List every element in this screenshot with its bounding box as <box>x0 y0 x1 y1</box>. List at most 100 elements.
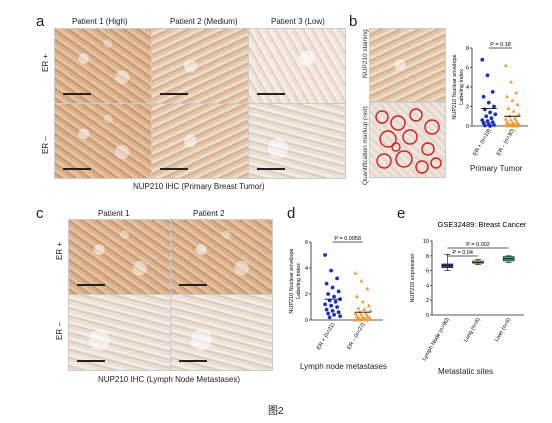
data-point <box>516 112 521 116</box>
y-axis-label: Labeling Index <box>296 263 302 299</box>
data-point <box>506 123 511 128</box>
data-point <box>515 102 520 106</box>
panel-a-row-label-er-pos: ER + <box>41 53 50 72</box>
panel-c-row-label-er-pos: ER + <box>55 241 64 260</box>
panel-letter-a: a <box>36 13 45 30</box>
x-tick-label: Lung (n=6) <box>463 317 482 343</box>
scale-bar <box>63 168 91 170</box>
panel-d-caption: Lymph node metastases <box>300 362 387 371</box>
panel-b-row-label-staining: NUP210 staining <box>362 29 369 78</box>
ihc-image-b-staining <box>369 28 446 102</box>
data-point <box>493 112 498 117</box>
panel-a-col-header-2: Patient 2 (Medium) <box>170 17 238 26</box>
panel-letter-b: b <box>349 13 358 30</box>
data-point <box>360 317 365 322</box>
panel-c-caption: NUP210 IHC (Lymph Node Metastases) <box>98 375 240 384</box>
data-point <box>489 116 494 121</box>
data-point <box>329 268 333 273</box>
data-point <box>488 124 492 128</box>
data-point <box>326 311 330 316</box>
x-tick-label: Lymph Node (n=90) <box>422 317 452 362</box>
y-tick-label: 8 <box>466 46 469 52</box>
chart-e-nup210-expression: GSE32489: Breast Cancer 0 2 4 6 8 10 NUP210 exp… <box>410 220 527 362</box>
figure-label: 图2 <box>268 406 284 417</box>
data-point <box>335 276 339 281</box>
data-point <box>505 94 510 99</box>
y-tick-label: 10 <box>423 239 429 245</box>
scale-bar <box>257 93 285 95</box>
panel-a-row-label-er-neg: ER – <box>41 136 50 154</box>
data-point <box>363 311 368 315</box>
scale-bar <box>257 168 285 170</box>
y-tick-label: 0 <box>466 124 469 130</box>
panel-b-caption: Primary Tumor <box>470 164 523 173</box>
ihc-image-c-p2-erpos <box>170 219 273 295</box>
data-point <box>323 253 327 257</box>
data-point <box>514 90 519 95</box>
data-point <box>360 299 365 304</box>
y-tick-label: 8 <box>426 254 429 260</box>
data-point <box>481 94 486 99</box>
x-tick-label: ER + (n=21) <box>316 322 336 351</box>
ihc-image-c-p1-erneg <box>68 294 171 371</box>
ihc-image-a-p3-erpos <box>248 28 346 104</box>
p-value-label: P = 0.18 <box>490 42 511 48</box>
data-point <box>324 281 329 286</box>
data-point <box>485 73 490 78</box>
x-tick-label: ER – (n=27) <box>346 322 366 351</box>
ihc-image-a-p3-erneg <box>248 103 346 179</box>
data-point <box>336 310 341 315</box>
data-point <box>492 104 496 109</box>
y-tick-label: 0 <box>305 318 308 324</box>
data-point <box>353 311 358 315</box>
data-point <box>490 89 495 94</box>
chart-b-labeling-index: 0 2 4 6 8 NUP210 Nuclear envelope Labeling Ind… <box>452 42 528 157</box>
data-point <box>488 110 492 115</box>
panel-e-caption: Metastatic sites <box>438 367 494 376</box>
data-point <box>483 123 487 128</box>
data-point <box>329 303 333 308</box>
scale-bar <box>77 284 105 286</box>
panel-letter-e: e <box>397 205 406 222</box>
x-tick-label: ER + (n=19) <box>472 128 492 157</box>
scale-bar <box>179 360 207 362</box>
y-tick-label: 6 <box>466 66 469 72</box>
y-tick-label: 2 <box>426 298 429 304</box>
ihc-image-a-p2-erpos <box>151 28 249 104</box>
x-tick-label: ER – (n=30) <box>496 128 516 157</box>
y-axis-label: NUP210 Nuclear envelope <box>452 54 458 119</box>
data-point <box>365 317 370 322</box>
data-point <box>480 57 485 62</box>
panel-c-col-header-2: Patient 2 <box>193 209 225 218</box>
data-point <box>324 307 329 312</box>
data-point <box>368 308 373 313</box>
scale-bar <box>63 93 91 95</box>
chart-d-labeling-index: 0 2 4 6 NUP210 Nuclear envelope Labeling Inde… <box>289 236 383 351</box>
panel-a-caption: NUP210 IHC (Primary Breast Tumor) <box>133 182 265 191</box>
data-point <box>509 79 514 84</box>
y-axis-label: Labeling Index <box>459 69 465 105</box>
data-point <box>354 313 359 318</box>
data-point <box>336 289 341 294</box>
ihc-image-a-p2-erneg <box>151 103 249 179</box>
data-point <box>323 302 327 307</box>
data-point <box>511 123 516 128</box>
data-point <box>512 116 517 120</box>
data-point <box>503 63 508 67</box>
data-point <box>506 106 511 110</box>
y-tick-label: 0 <box>426 313 429 319</box>
scale-bar <box>160 93 188 95</box>
ihc-image-c-p2-erneg <box>170 294 273 371</box>
scale-bar <box>77 360 105 362</box>
data-point <box>484 114 489 119</box>
data-point <box>326 292 330 296</box>
data-point <box>368 316 373 321</box>
data-point <box>333 299 338 304</box>
panel-c-col-header-1: Patient 1 <box>98 209 130 218</box>
y-tick-label: 4 <box>466 85 469 91</box>
ihc-image-a-p1-erneg <box>54 103 152 179</box>
data-point <box>359 278 364 283</box>
data-point <box>359 312 364 317</box>
p-value-label: P = 0.0058 <box>334 236 361 242</box>
data-point <box>366 303 371 308</box>
